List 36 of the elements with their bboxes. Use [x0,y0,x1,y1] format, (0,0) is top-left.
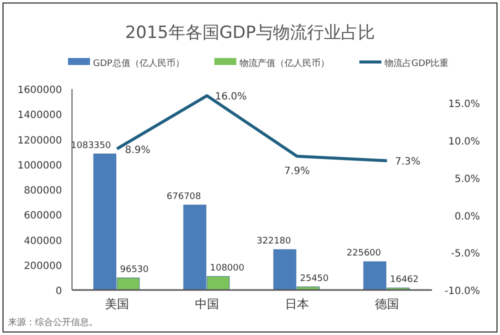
legend-label: 物流产值（亿人民币） [239,58,330,69]
data-label: 16.0% [215,92,247,103]
y-tick-label: 1600000 [17,85,62,96]
x-tick-label: 日本 [285,297,309,311]
data-label: 7.3% [395,156,420,168]
x-tick-label: 德国 [375,297,399,311]
source-note: 来源：综合公开信息。 [8,317,98,328]
y-tick-label: 1400000 [17,110,62,122]
legend-label: 物流占GDP比重 [384,58,449,69]
legend-label: GDP总值（亿人民币） [93,58,184,69]
y-tick-label: 1200000 [17,135,62,146]
y-tick-label: 800000 [24,186,62,196]
data-label: 225600 [346,248,382,259]
y2-tick-label: 0.0% [454,211,480,222]
y-tick-label: 0 [56,286,62,297]
data-label: 16462 [390,274,419,285]
y2-tick-label: 10.0% [448,136,480,148]
y-tick-label: 200000 [24,260,62,272]
data-label: 8.9% [125,144,150,156]
data-label: 7.9% [284,166,310,178]
line-series [116,94,388,162]
data-label: 322180 [256,236,292,247]
x-tick-label: 中国 [195,297,219,311]
data-label: 108000 [210,263,245,274]
y2-tick-label: 15.0% [448,99,480,110]
data-label: 676708 [166,192,202,202]
x-tick-label: 美国 [105,297,129,311]
y2-tick-label: -5.0% [450,248,480,260]
y-tick-label: 600000 [24,210,62,222]
data-label: 96530 [120,264,149,275]
data-label: 25450 [300,274,329,284]
chart-title: 2015年各国GDP与物流行业占比 [125,23,375,43]
y-tick-label: 1000000 [17,160,62,172]
y2-tick-label: 5.0% [454,174,480,185]
y-tick-label: 400000 [24,236,62,247]
y2-tick-label: -10.0% [444,286,480,297]
